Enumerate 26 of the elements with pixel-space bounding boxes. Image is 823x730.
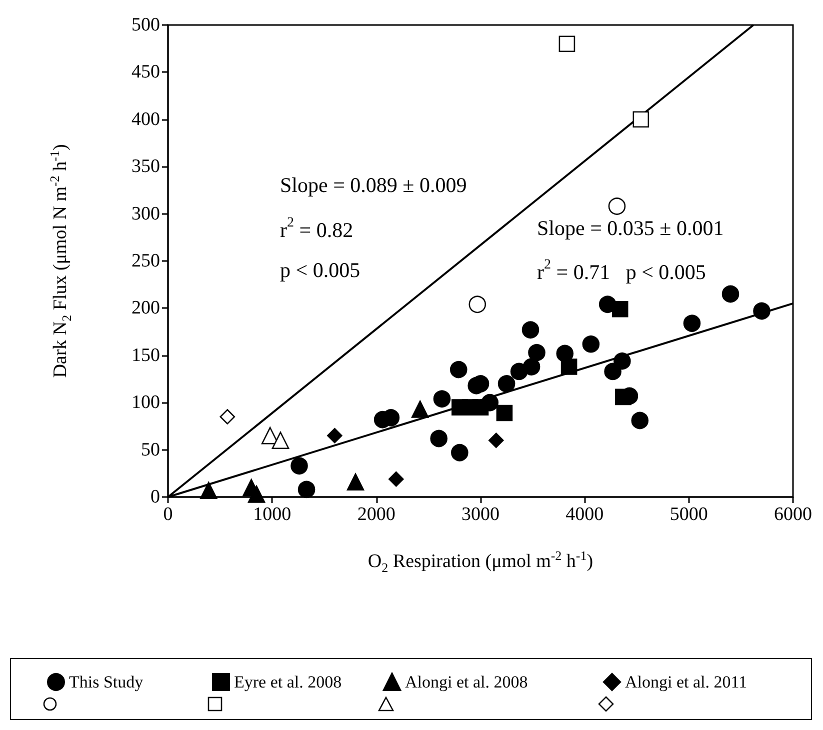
x-tick-label: 6000 — [774, 504, 812, 525]
y-tick-label: 450 — [132, 62, 160, 83]
x-tick-label: 0 — [163, 504, 173, 525]
y-tick-label: 300 — [132, 203, 160, 224]
annotation: Slope = 0.035 ± 0.001 — [537, 216, 724, 240]
y-tick-label: 500 — [132, 14, 160, 36]
y-tick-label: 400 — [132, 108, 160, 130]
x-tick-label: 3000 — [462, 504, 500, 525]
y-tick-label: 100 — [132, 392, 160, 414]
legend-label: Alongi et al. 2011 — [625, 672, 748, 692]
y-axis-title: Dark N2 Flux (μmol N m-2 h-1) — [47, 144, 74, 378]
x-tick-label: 5000 — [670, 504, 708, 525]
y-tick-label: 0 — [150, 486, 160, 508]
y-tick-label: 250 — [132, 250, 160, 272]
legend-label: Alongi et al. 2008 — [405, 672, 528, 692]
annotation: Slope = 0.089 ± 0.009 — [280, 173, 467, 197]
x-tick-label: 1000 — [253, 504, 292, 525]
y-tick-label: 200 — [132, 298, 160, 319]
y-tick-label: 150 — [132, 344, 160, 366]
x-tick-label: 4000 — [566, 504, 604, 525]
annotation: p < 0.005 — [280, 258, 360, 282]
legend-label: This Study — [69, 672, 144, 692]
y-tick-label: 350 — [132, 156, 160, 178]
x-tick-label: 2000 — [357, 504, 396, 525]
y-tick-label: 50 — [141, 439, 160, 460]
legend-label: Eyre et al. 2008 — [234, 672, 342, 692]
